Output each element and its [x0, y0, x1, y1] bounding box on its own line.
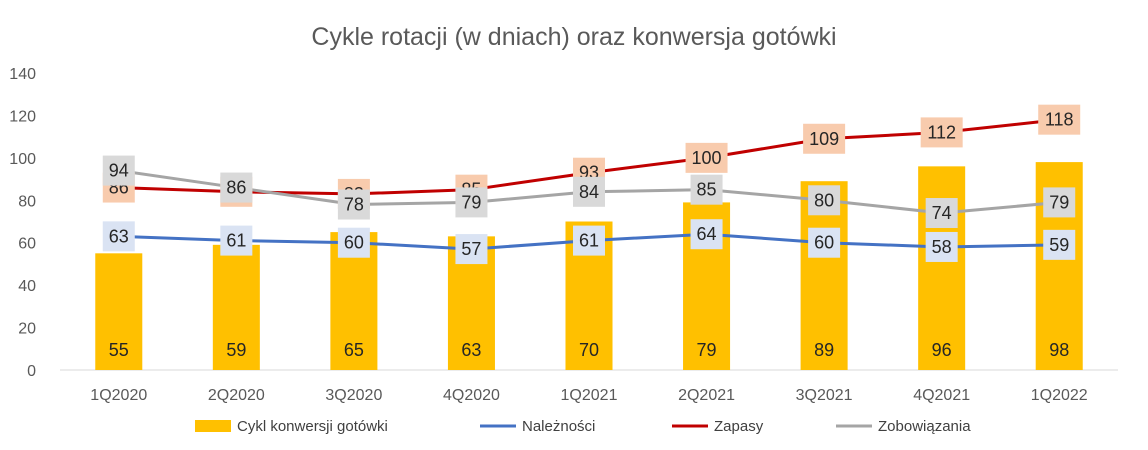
line-value-label: 58 [932, 237, 952, 257]
line-value-label: 63 [109, 226, 129, 246]
line-value-label-box [220, 172, 253, 203]
bar [212, 244, 260, 370]
bar-value-label: 55 [109, 340, 129, 360]
legend-label: Należności [522, 418, 595, 435]
y-axis: 0 20 40 60 80 100 120 140 [9, 66, 36, 380]
bar-value-label: 96 [932, 340, 952, 360]
line-value-label: 79 [1049, 192, 1069, 212]
line-value-label: 118 [1045, 110, 1074, 130]
bar-value-label: 98 [1049, 340, 1069, 360]
x-tick-label: 1Q2020 [90, 387, 147, 404]
line-value-label-box [1043, 229, 1076, 260]
line-value-label-box [808, 185, 841, 216]
legend-label: Zapasy [714, 418, 764, 435]
y-tick-label: 0 [27, 363, 36, 380]
line-value-label: 61 [579, 231, 599, 251]
line-value-label-box [1038, 104, 1081, 135]
line-value-label: 64 [697, 224, 717, 244]
line-value-label: 74 [932, 203, 952, 223]
bar [95, 253, 143, 370]
x-tick-label: 3Q2021 [796, 387, 853, 404]
legend-swatch [195, 420, 231, 432]
legend: Cykl konwersji gotówki Należności Zapasy Zo… [195, 418, 971, 435]
line-value-label: 60 [344, 233, 364, 253]
bar-value-label: 63 [461, 340, 481, 360]
line-value-label-box [337, 189, 370, 220]
line-value-label-box [573, 225, 605, 256]
line-value-label: 59 [1049, 235, 1069, 255]
line-value-label: 61 [226, 231, 246, 251]
y-tick-label: 120 [9, 108, 36, 125]
chart-title: Cykle rotacji (w dniach) oraz konwersja … [311, 23, 836, 51]
line-value-label-box [1043, 187, 1076, 218]
line-value-label-box [685, 142, 728, 173]
line-value-label-box [690, 219, 723, 250]
line-value-label: 112 [927, 122, 956, 142]
line-value-label: 60 [814, 233, 834, 253]
line-value-label: 84 [579, 182, 599, 202]
line-value-label-box [803, 123, 846, 154]
x-tick-label: 1Q2022 [1031, 387, 1088, 404]
x-tick-label: 4Q2020 [443, 387, 500, 404]
x-tick-label: 2Q2021 [678, 387, 735, 404]
line-value-label: 86 [226, 178, 246, 198]
x-tick-label: 1Q2021 [561, 387, 618, 404]
x-tick-label: 4Q2021 [913, 387, 970, 404]
legend-label: Cykl konwersji gotówki [237, 418, 388, 435]
bar-value-label: 59 [226, 340, 246, 360]
y-tick-label: 80 [18, 193, 36, 210]
line-value-label-box [455, 187, 488, 218]
line-value-label: 100 [692, 148, 722, 168]
y-tick-label: 20 [18, 321, 36, 338]
line-value-label: 78 [344, 195, 364, 215]
line-value-label-box [102, 155, 135, 186]
line-value-label-box [573, 176, 605, 207]
line-value-label-box [920, 117, 963, 148]
y-tick-label: 100 [9, 151, 36, 168]
data-labels: 5559656370798996988684838593100109112118… [102, 104, 1081, 360]
line-value-label-box [337, 227, 370, 258]
line-value-label-box [690, 174, 723, 205]
line-value-label: 94 [109, 161, 129, 181]
bar-value-label: 79 [697, 340, 717, 360]
line-value-label-box [925, 198, 958, 229]
line-value-label: 109 [809, 129, 839, 149]
x-tick-label: 2Q2020 [208, 387, 265, 404]
line-value-label: 80 [814, 190, 834, 210]
legend-label: Zobowiązania [878, 418, 971, 435]
y-tick-label: 40 [18, 278, 36, 295]
x-axis: 1Q2020 2Q2020 3Q2020 4Q2020 1Q2021 2Q2021 3Q20… [90, 387, 1087, 404]
y-tick-label: 140 [9, 66, 36, 83]
bar-value-label: 65 [344, 340, 364, 360]
bar-value-label: 70 [579, 340, 599, 360]
bar-value-label: 89 [814, 340, 834, 360]
line-value-label: 79 [461, 192, 481, 212]
x-tick-label: 3Q2020 [325, 387, 382, 404]
y-tick-label: 60 [18, 236, 36, 253]
line-value-label-box [455, 234, 488, 265]
line-value-label-box [808, 227, 841, 258]
line-value-label-box [102, 221, 135, 252]
line-value-label: 57 [461, 239, 481, 259]
line-value-label-box [220, 225, 253, 256]
line-value-label: 85 [697, 180, 717, 200]
line-value-label-box [925, 231, 958, 262]
